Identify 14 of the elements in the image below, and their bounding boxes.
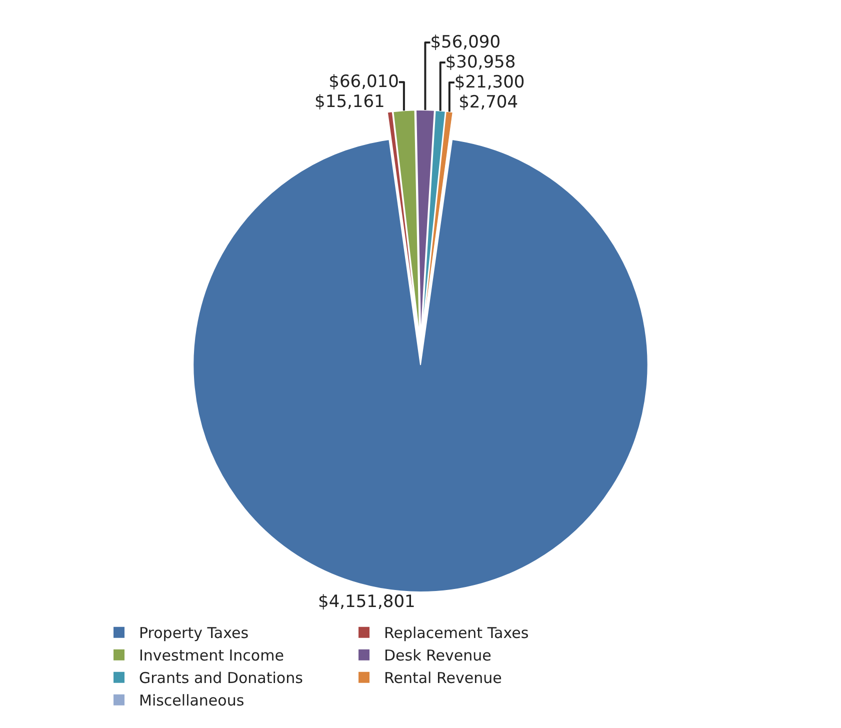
data-label: $15,161 bbox=[314, 92, 385, 112]
legend-label: Replacement Taxes bbox=[384, 624, 529, 642]
data-label: $66,010 bbox=[328, 72, 399, 92]
data-label: $30,958 bbox=[445, 52, 516, 72]
data-label: $21,300 bbox=[454, 72, 525, 92]
legend-label: Desk Revenue bbox=[384, 646, 492, 665]
legend-label: Miscellaneous bbox=[139, 692, 244, 710]
legend-label: Property Taxes bbox=[139, 624, 249, 642]
legend-label: Investment Income bbox=[139, 646, 284, 665]
data-label: $2,704 bbox=[458, 92, 518, 112]
legend-label: Grants and Donations bbox=[139, 669, 304, 688]
data-label: $4,151,801 bbox=[318, 592, 416, 612]
data-label: $56,090 bbox=[430, 32, 501, 52]
legend-label: Rental Revenue bbox=[384, 669, 502, 688]
